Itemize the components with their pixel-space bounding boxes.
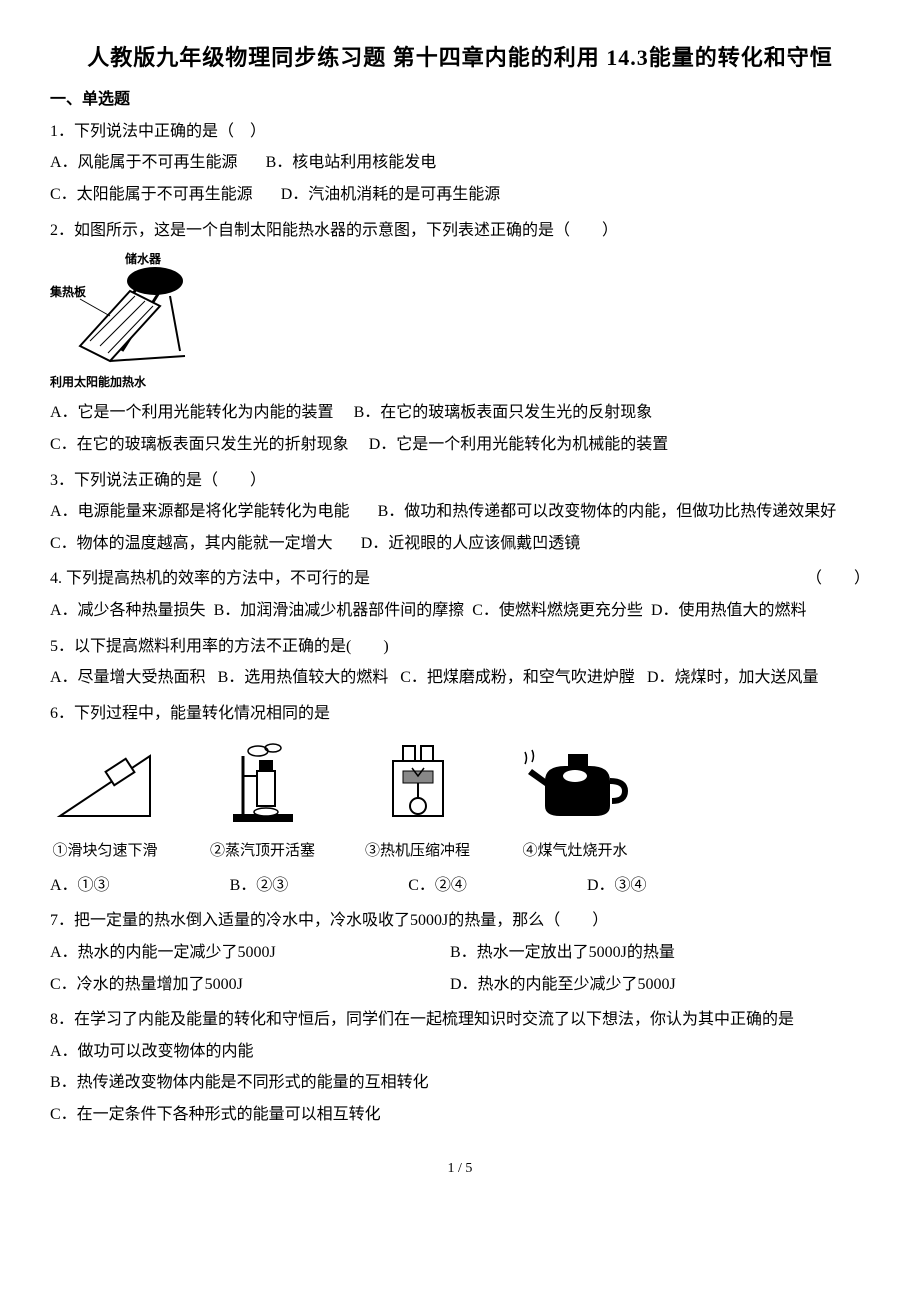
- engine-icon: [368, 736, 468, 826]
- question-2: 2．如图所示，这是一个自制太阳能热水器的示意图，下列表述正确的是（ ） 储水器 …: [50, 218, 870, 458]
- q2-option-c: C．在它的玻璃板表面只发生光的折射现象: [50, 432, 349, 458]
- label-storage: 储水器: [125, 251, 162, 266]
- slope-block-icon: [50, 736, 160, 826]
- q3-option-c: C．物体的温度越高，其内能就一定增大: [50, 531, 333, 557]
- caption-1: ①滑块匀速下滑: [50, 839, 160, 863]
- q7-option-b: B．热水一定放出了5000J的热量: [450, 940, 730, 966]
- q2-option-a: A．它是一个利用光能转化为内能的装置: [50, 400, 334, 426]
- q5-text: 5．以下提高燃料利用率的方法不正确的是( ): [50, 634, 870, 660]
- q4-option-d: D．使用热值大的燃料: [651, 598, 807, 624]
- steam-apparatus-icon: [213, 736, 313, 826]
- img-item-1: ①滑块匀速下滑: [50, 736, 160, 863]
- q4-option-b: B．加润滑油减少机器部件间的摩擦: [214, 598, 465, 624]
- caption-4: ④煤气灶烧开水: [520, 839, 630, 863]
- question-7: 7．把一定量的热水倒入适量的冷水中，冷水吸收了5000J的热量，那么（ ） A．…: [50, 908, 870, 997]
- q7-option-d: D．热水的内能至少减少了5000J: [450, 972, 730, 998]
- q3-text: 3．下列说法正确的是（ ）: [50, 468, 870, 494]
- page-number: 1 / 5: [50, 1158, 870, 1180]
- q1-option-b: B．核电站利用核能发电: [266, 150, 437, 176]
- q1-text: 1．下列说法中正确的是（ ）: [50, 119, 870, 145]
- q6-option-b: B．②③: [230, 873, 289, 899]
- q8-option-b: B．热传递改变物体内能是不同形式的能量的互相转化: [50, 1070, 870, 1096]
- q3-option-b: B．做功和热传递都可以改变物体的内能，但做功比热传递效果好: [378, 499, 837, 525]
- stand-1: [170, 296, 180, 351]
- q5-option-a: A．尽量增大受热面积: [50, 665, 206, 691]
- q5-option-b: B．选用热值较大的燃料: [218, 665, 389, 691]
- question-8: 8．在学习了内能及能量的转化和守恒后，同学们在一起梳理知识时交流了以下想法，你认…: [50, 1007, 870, 1127]
- pointer-line: [80, 299, 110, 316]
- q8-option-a: A．做功可以改变物体的内能: [50, 1039, 870, 1065]
- q7-option-c: C．冷水的热量增加了5000J: [50, 972, 330, 998]
- q1-option-a: A．风能属于不可再生能源: [50, 150, 238, 176]
- kettle-icon: [520, 736, 630, 826]
- solar-heater-figure: 储水器 集热板 利用太阳能加热水: [50, 251, 870, 392]
- question-5: 5．以下提高燃料利用率的方法不正确的是( ) A．尽量增大受热面积 B．选用热值…: [50, 634, 870, 691]
- q7-text: 7．把一定量的热水倒入适量的冷水中，冷水吸收了5000J的热量，那么（ ）: [50, 908, 870, 934]
- q5-option-c: C．把煤磨成粉，和空气吹进炉膛: [400, 665, 635, 691]
- section-header: 一、单选题: [50, 87, 870, 113]
- q4-option-c: C．使燃料燃烧更充分些: [472, 598, 643, 624]
- question-6: 6．下列过程中，能量转化情况相同的是 ①滑块匀速下滑 ②蒸汽顶开活塞: [50, 701, 870, 899]
- q3-option-a: A．电源能量来源都是将化学能转化为电能: [50, 499, 350, 525]
- q1-option-d: D．汽油机消耗的是可再生能源: [281, 182, 501, 208]
- q2-option-d: D．它是一个利用光能转化为机械能的装置: [369, 432, 669, 458]
- question-1: 1．下列说法中正确的是（ ） A．风能属于不可再生能源 B．核电站利用核能发电 …: [50, 119, 870, 208]
- page-title: 人教版九年级物理同步练习题 第十四章内能的利用 14.3能量的转化和守恒: [50, 40, 870, 75]
- q7-option-a: A．热水的内能一定减少了5000J: [50, 940, 330, 966]
- q6-option-a: A．①③: [50, 873, 110, 899]
- q6-text: 6．下列过程中，能量转化情况相同的是: [50, 701, 870, 727]
- caption-2: ②蒸汽顶开活塞: [210, 839, 315, 863]
- q2-option-b: B．在它的玻璃板表面只发生光的反射现象: [354, 400, 653, 426]
- base-line: [110, 356, 185, 361]
- q4-paren: （ ）: [806, 566, 870, 592]
- question-3: 3．下列说法正确的是（ ） A．电源能量来源都是将化学能转化为电能 B．做功和热…: [50, 468, 870, 557]
- q6-option-d: D．③④: [587, 873, 647, 899]
- q3-option-d: D．近视眼的人应该佩戴凹透镜: [361, 531, 581, 557]
- question-4: 4. 下列提高热机的效率的方法中，不可行的是 （ ） A．减少各种热量损失 B．…: [50, 566, 870, 623]
- img-item-3: ③热机压缩冲程: [365, 736, 470, 863]
- q2-text: 2．如图所示，这是一个自制太阳能热水器的示意图，下列表述正确的是（ ）: [50, 218, 870, 244]
- figure-caption: 利用太阳能加热水: [50, 373, 870, 392]
- img-item-4: ④煤气灶烧开水: [520, 736, 630, 863]
- q8-option-c: C．在一定条件下各种形式的能量可以相互转化: [50, 1102, 870, 1128]
- q6-option-c: C．②④: [408, 873, 467, 899]
- q4-option-a: A．减少各种热量损失: [50, 598, 206, 624]
- label-collector: 集热板: [50, 284, 87, 299]
- q4-text: 4. 下列提高热机的效率的方法中，不可行的是: [50, 566, 370, 592]
- caption-3: ③热机压缩冲程: [365, 839, 470, 863]
- img-item-2: ②蒸汽顶开活塞: [210, 736, 315, 863]
- q8-text: 8．在学习了内能及能量的转化和守恒后，同学们在一起梳理知识时交流了以下想法，你认…: [50, 1007, 870, 1033]
- q1-option-c: C．太阳能属于不可再生能源: [50, 182, 253, 208]
- q5-option-d: D．烧煤时，加大送风量: [647, 665, 819, 691]
